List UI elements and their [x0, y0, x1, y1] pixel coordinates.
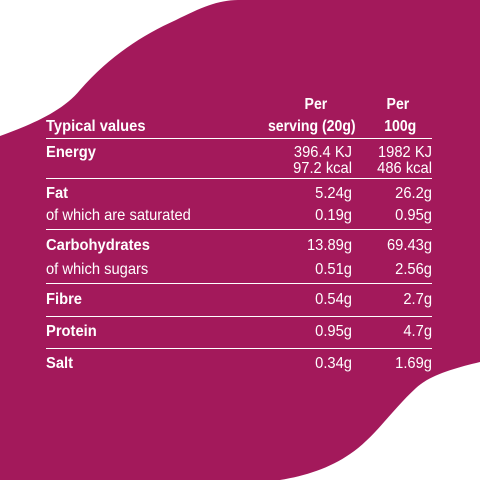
row-label-carbohydrates: Carbohydrates: [46, 237, 150, 254]
saturated-100g: 0.95g: [395, 207, 432, 224]
header-divider: [46, 138, 432, 139]
carbohydrates-serving: 13.89g: [306, 237, 352, 254]
fat-100g: 26.2g: [395, 185, 432, 202]
divider-carbohydrates: [46, 283, 432, 284]
typical-values-heading: Typical values: [46, 118, 146, 135]
per-serving-heading-line2: serving (20g): [267, 118, 356, 135]
row-label-salt: Salt: [46, 355, 73, 372]
energy-100g-kcal: 486 kcal: [377, 160, 432, 177]
row-label-fat: Fat: [46, 185, 69, 202]
fibre-serving: 0.54g: [315, 291, 352, 308]
per-serving-heading-line1: Per: [304, 96, 328, 113]
sugars-serving: 0.51g: [315, 261, 352, 278]
row-label-fibre: Fibre: [46, 291, 82, 308]
row-label-sugars: of which sugars: [46, 261, 149, 278]
protein-serving: 0.95g: [315, 323, 352, 340]
per-100g-heading-line2: 100g: [384, 118, 417, 135]
fat-serving: 5.24g: [315, 185, 352, 202]
sugars-100g: 2.56g: [395, 261, 432, 278]
protein-100g: 4.7g: [403, 323, 432, 340]
salt-100g: 1.69g: [395, 355, 432, 372]
row-label-saturated: of which are saturated: [46, 207, 191, 224]
energy-serving-kcal: 97.2 kcal: [293, 160, 352, 177]
row-label-energy: Energy: [46, 144, 96, 161]
salt-serving: 0.34g: [315, 355, 352, 372]
divider-fibre: [46, 316, 432, 317]
energy-100g-kj: 1982 KJ: [377, 144, 432, 161]
energy-serving-kj: 396.4 KJ: [293, 144, 352, 161]
fibre-100g: 2.7g: [403, 291, 432, 308]
carbohydrates-100g: 69.43g: [386, 237, 432, 254]
saturated-serving: 0.19g: [315, 207, 352, 224]
divider-energy: [46, 178, 432, 179]
divider-protein: [46, 348, 432, 349]
row-label-protein: Protein: [46, 323, 97, 340]
divider-fat: [46, 229, 432, 230]
per-100g-heading-line1: Per: [386, 96, 410, 113]
